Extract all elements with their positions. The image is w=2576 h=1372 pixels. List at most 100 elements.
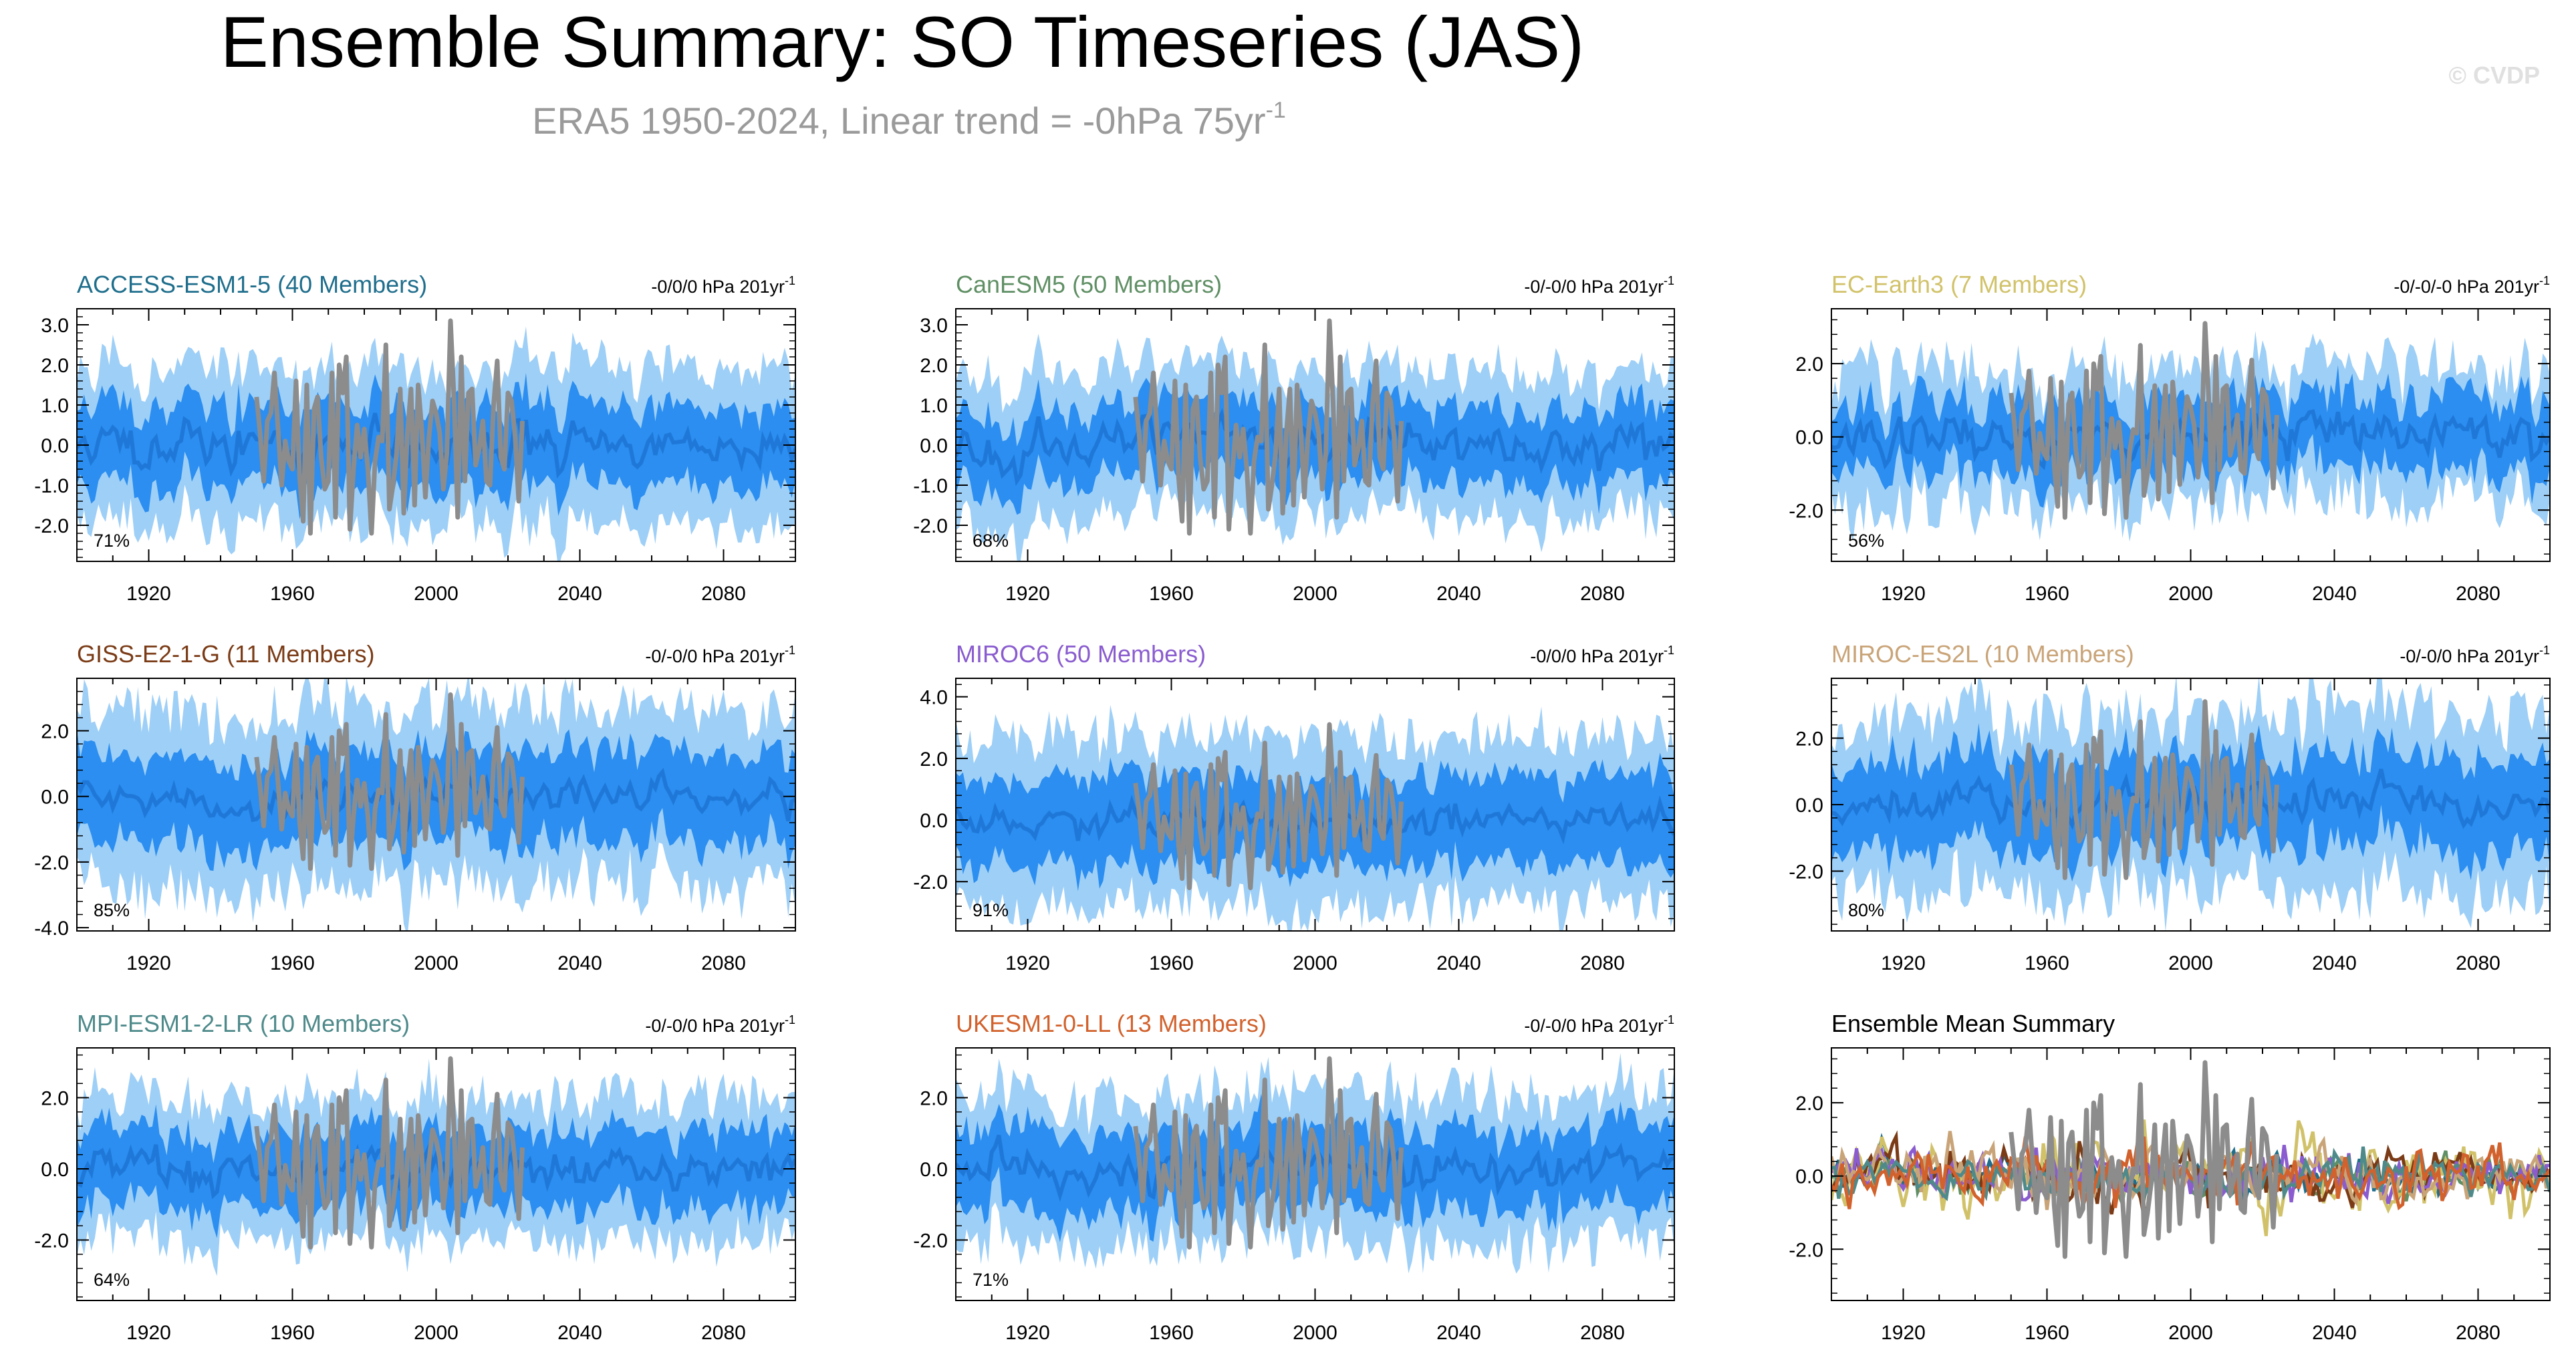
y-tick-label: 0.0: [41, 787, 69, 809]
percent-label: 64%: [94, 1270, 130, 1290]
y-tick-label: 0.0: [41, 435, 69, 457]
y-tick-label: 0.0: [920, 810, 948, 832]
y-tick-label: 1.0: [920, 395, 948, 417]
inner-range-band: [77, 1104, 795, 1238]
percent-label: 91%: [973, 900, 1009, 920]
x-tick-label: 2000: [1293, 583, 1337, 605]
y-tick-label: -2.0: [913, 871, 948, 894]
percent-label: 71%: [973, 1270, 1009, 1290]
x-tick-label: 2000: [1293, 952, 1337, 974]
x-tick-label: 2040: [1436, 952, 1481, 974]
trend-label-sup: -1: [785, 644, 795, 657]
trend-label-text: -0/-0/0 hPa 201yr: [2400, 646, 2539, 666]
y-tick-label: 2.0: [920, 355, 948, 377]
y-tick-label: 0.0: [920, 435, 948, 457]
y-tick-label: 4.0: [920, 687, 948, 709]
y-tick-label: -4.0: [34, 918, 69, 940]
y-tick-label: -1.0: [34, 475, 69, 497]
x-tick-label: 2080: [701, 1322, 746, 1344]
panel-9: 1920 1960 2000 2040 2080 -2.0 0.0 2.0 Ensemble M…: [1789, 1010, 2551, 1344]
panel-title: MPI-ESM1-2-LR (10 Members): [77, 1010, 410, 1037]
x-tick-label: 1960: [270, 1322, 315, 1344]
plot-area: [1831, 678, 2550, 931]
trend-label: -0/-0/0 hPa 201yr-1: [1524, 274, 1674, 297]
x-tick-label: 2000: [2168, 1322, 2213, 1344]
panel-grid: 1920 1960 2000 2040 2080 -2.0 -1.0 0.0 1.0 2.0 3.0…: [34, 271, 2551, 1344]
observations-line: [254, 1056, 525, 1250]
trend-label: -0/-0/0 hPa 201yr-1: [645, 644, 795, 666]
x-tick-label: 1920: [1005, 1322, 1050, 1344]
ensemble-mean-line: [77, 1140, 795, 1200]
y-tick-label: 0.0: [1795, 427, 1823, 449]
x-tick-label: 1920: [1005, 952, 1050, 974]
trend-label-sup: -1: [1664, 274, 1674, 287]
y-tick-label: -1.0: [913, 475, 948, 497]
trend-label-text: -0/-0/-0 hPa 201yr: [2394, 277, 2539, 297]
x-tick-label: 2040: [557, 952, 602, 974]
y-tick-label: 2.0: [41, 1088, 69, 1110]
x-tick-label: 2080: [701, 952, 746, 974]
percent-label: 56%: [1848, 531, 1884, 551]
x-tick-label: 1920: [126, 1322, 171, 1344]
y-tick-label: 3.0: [41, 315, 69, 337]
plot-area: [77, 678, 795, 931]
x-tick-label: 2040: [2312, 952, 2357, 974]
x-tick-label: 1960: [1149, 583, 1194, 605]
percent-label: 80%: [1848, 900, 1884, 920]
ensemble-mean-line: [1831, 769, 2550, 835]
plot-area: [77, 318, 795, 561]
y-tick-label: 2.0: [920, 748, 948, 771]
y-tick-label: -2.0: [34, 515, 69, 537]
trend-label-sup: -1: [1664, 1013, 1674, 1026]
x-tick-label: 1920: [126, 952, 171, 974]
y-tick-label: 3.0: [920, 315, 948, 337]
x-tick-label: 2080: [1580, 583, 1625, 605]
y-tick-label: 2.0: [41, 721, 69, 743]
y-tick-label: 2.0: [1795, 1093, 1823, 1115]
x-tick-label: 2040: [557, 583, 602, 605]
y-tick-label: 0.0: [1795, 1166, 1823, 1188]
plot-area: [956, 704, 1674, 931]
panel-title: UKESM1-0-LL (13 Members): [956, 1010, 1267, 1037]
x-tick-label: 2040: [2312, 583, 2357, 605]
plot-area: [1831, 1060, 2550, 1259]
percent-label: 71%: [94, 531, 130, 551]
x-tick-label: 2000: [414, 583, 459, 605]
observations-line: [1133, 722, 1404, 890]
y-tick-label: 0.0: [41, 1159, 69, 1181]
panel-title: Ensemble Mean Summary: [1831, 1010, 2115, 1037]
x-tick-label: 2000: [1293, 1322, 1337, 1344]
x-tick-label: 2080: [701, 583, 746, 605]
trend-label-text: -0/-0/0 hPa 201yr: [1524, 277, 1664, 297]
panel-3: 1920 1960 2000 2040 2080 -2.0 0.0 2.0 EC-Earth3 …: [1789, 271, 2551, 605]
y-tick-label: -2.0: [913, 1230, 948, 1252]
observations-line: [254, 318, 525, 536]
figure-title: Ensemble Summary: SO Timeseries (JAS): [221, 1, 1585, 82]
observations-line: [1133, 1056, 1404, 1250]
panel-title: MIROC-ES2L (10 Members): [1831, 640, 2134, 668]
trend-label-sup: -1: [785, 1013, 795, 1026]
inner-range-band: [1831, 722, 2550, 882]
x-tick-label: 1960: [270, 583, 315, 605]
observations-line: [2009, 699, 2279, 880]
percent-label: 68%: [973, 531, 1009, 551]
y-tick-label: 0.0: [1795, 795, 1823, 817]
y-tick-label: -2.0: [1789, 500, 1823, 522]
trend-label-sup: -1: [2539, 644, 2550, 657]
x-tick-label: 2080: [2456, 952, 2500, 974]
x-tick-label: 2080: [2456, 583, 2500, 605]
y-tick-label: -2.0: [1789, 1239, 1823, 1261]
plot-area: [956, 318, 1674, 561]
watermark: © CVDP: [2448, 61, 2540, 89]
x-tick-label: 2040: [1436, 1322, 1481, 1344]
ensemble-mean-line: [956, 795, 1674, 849]
trend-label-text: -0/-0/0 hPa 201yr: [645, 1016, 785, 1036]
ensemble-mean-line: [77, 767, 795, 833]
x-tick-label: 1920: [1881, 952, 1926, 974]
x-tick-label: 1920: [1881, 1322, 1926, 1344]
observations-line: [254, 692, 525, 871]
observations-line: [2009, 321, 2279, 520]
plot-area: [77, 1056, 795, 1276]
ensemble-mean-series-6: [1831, 1131, 2550, 1210]
